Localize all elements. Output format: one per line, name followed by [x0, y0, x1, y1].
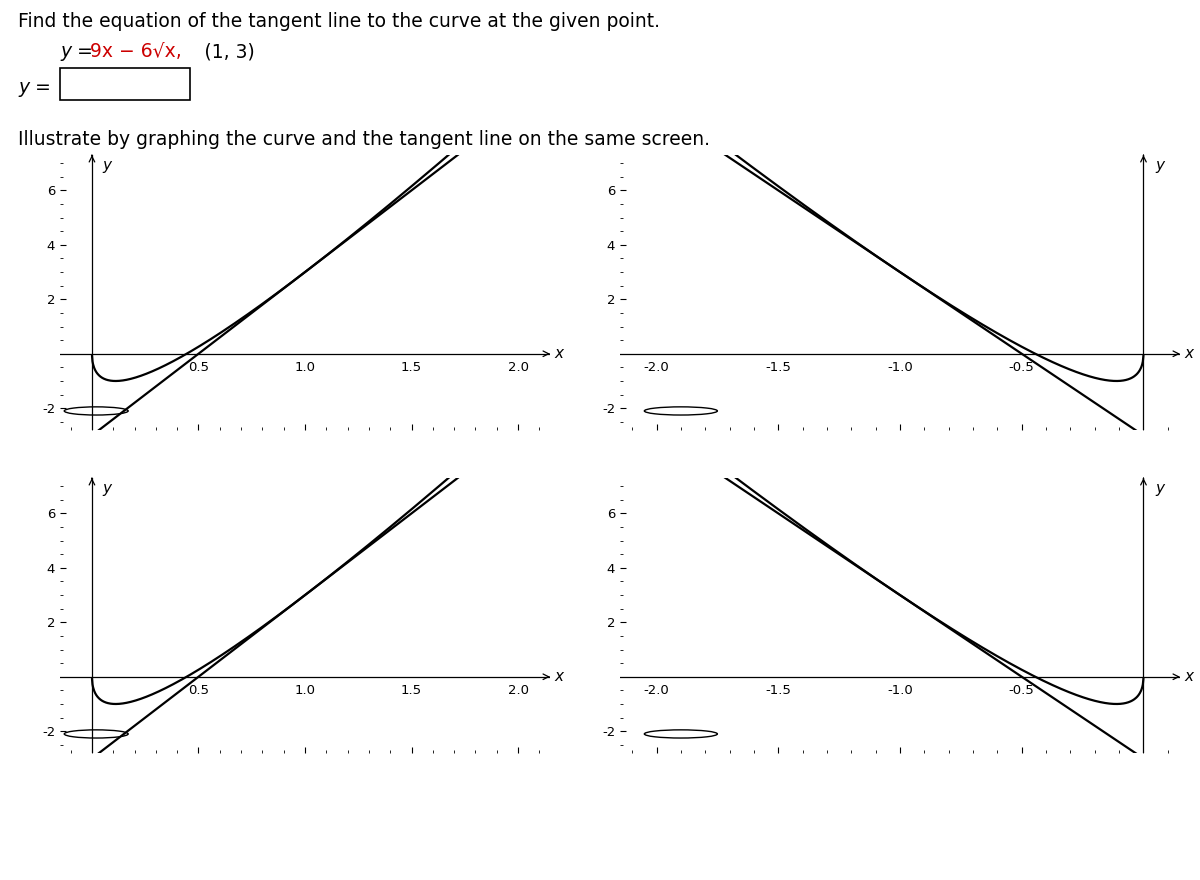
Text: x: x [554, 670, 563, 685]
Text: y: y [1156, 480, 1165, 495]
Text: -0.5: -0.5 [1009, 361, 1034, 374]
Text: 1.0: 1.0 [294, 361, 316, 374]
Text: x: x [554, 346, 563, 362]
Text: x: x [1184, 670, 1194, 685]
Text: -0.5: -0.5 [1009, 684, 1034, 697]
Bar [60, 68, 190, 100]
Text: 1.5: 1.5 [401, 684, 422, 697]
Text: x: x [1184, 346, 1194, 362]
Text: y: y [1156, 158, 1165, 172]
Text: y =: y = [60, 42, 98, 61]
Text: (1, 3): (1, 3) [194, 42, 254, 61]
Text: Find the equation of the tangent line to the curve at the given point.: Find the equation of the tangent line to… [18, 12, 660, 31]
Text: y: y [103, 158, 112, 172]
Text: 0.5: 0.5 [188, 361, 209, 374]
Text: y =: y = [18, 78, 50, 97]
Text: -1.0: -1.0 [887, 684, 913, 697]
Text: 1.0: 1.0 [294, 684, 316, 697]
Text: 2.0: 2.0 [508, 361, 528, 374]
Text: -1.5: -1.5 [766, 684, 791, 697]
Text: -2.0: -2.0 [643, 684, 670, 697]
Text: 1.5: 1.5 [401, 361, 422, 374]
Text: 9x − 6√x,: 9x − 6√x, [90, 42, 181, 61]
Text: -1.0: -1.0 [887, 361, 913, 374]
Text: Illustrate by graphing the curve and the tangent line on the same screen.: Illustrate by graphing the curve and the… [18, 130, 710, 149]
Text: 2.0: 2.0 [508, 684, 528, 697]
Text: -1.5: -1.5 [766, 361, 791, 374]
Text: y: y [103, 480, 112, 495]
Text: 0.5: 0.5 [188, 684, 209, 697]
Text: -2.0: -2.0 [643, 361, 670, 374]
